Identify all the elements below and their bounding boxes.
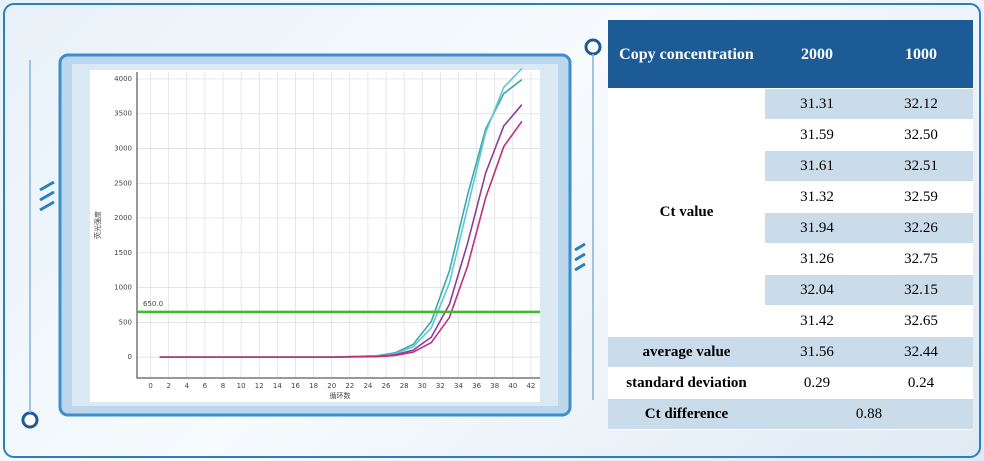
table-row: Ct value 31.31 32.12 [608, 88, 973, 337]
x-tick-label: 10 [237, 382, 246, 390]
table-cell: 32.75 [869, 243, 973, 275]
chart-background [90, 70, 540, 402]
x-tick-label: 36 [472, 382, 481, 390]
table-cell: standard deviation [608, 367, 765, 399]
table-row: average value 31.56 32.44 [608, 336, 973, 368]
x-tick-label: 14 [273, 382, 282, 390]
table-cell: 32.59 [869, 181, 973, 213]
y-tick-label: 3000 [114, 145, 132, 153]
table-cell: 31.31 [765, 88, 869, 120]
x-tick-label: 2 [166, 382, 170, 390]
x-tick-label: 20 [327, 382, 336, 390]
table-row: 31.59 32.50 [608, 119, 973, 151]
outer-frame [3, 3, 981, 458]
axes [136, 72, 540, 379]
table-row: 32.04 32.15 [608, 274, 973, 306]
table-cell: 0.29 [765, 367, 869, 399]
table-row: 31.26 32.75 [608, 243, 973, 275]
table-cell: 32.65 [869, 305, 973, 337]
x-tick-label: 22 [345, 382, 354, 390]
y-tick-label: 1500 [114, 249, 132, 257]
x-tick-label: 12 [255, 382, 264, 390]
table-cell: 31.59 [765, 119, 869, 151]
table-cell: Ct value [608, 88, 765, 337]
table-cell: 31.26 [765, 243, 869, 275]
deco-stripes [39, 180, 586, 272]
header-cell: 2000 [765, 20, 869, 89]
table-cell: 32.15 [869, 274, 973, 306]
header-cell: Copy concentration [608, 20, 765, 89]
table-cell: 32.26 [869, 212, 973, 244]
y-tick-label: 2500 [114, 179, 132, 187]
table-cell: 0.24 [869, 367, 973, 399]
x-tick-label: 42 [526, 382, 535, 390]
x-tick-label: 30 [418, 382, 427, 390]
y-tick-label: 1000 [114, 284, 132, 292]
header-cell: 1000 [869, 20, 973, 89]
table-cell: 32.50 [869, 119, 973, 151]
y-axis-label: 荧光强度 [93, 211, 102, 239]
x-tick-label: 40 [508, 382, 517, 390]
x-tick-label: 38 [490, 382, 499, 390]
x-tick-label: 4 [185, 382, 190, 390]
x-tick-label: 32 [436, 382, 445, 390]
table-cell: Ct difference [608, 398, 765, 430]
y-tick-label: 3500 [114, 110, 132, 118]
table-row: 31.61 32.51 [608, 150, 973, 182]
table-cell: 31.94 [765, 212, 869, 244]
table-cell: 32.44 [869, 336, 973, 368]
ct-table: Copy concentration 2000 1000 Ct value 31.31… [608, 20, 973, 430]
x-tick-label: 34 [454, 382, 463, 390]
table-row: 31.42 32.65 [608, 305, 973, 337]
table-row: standard deviation 0.29 0.24 [608, 367, 973, 399]
x-tick-label: 28 [400, 382, 409, 390]
table-cell: average value [608, 336, 765, 368]
table-cell: 32.51 [869, 150, 973, 182]
x-tick-label: 6 [203, 382, 208, 390]
table-cell: 32.04 [765, 274, 869, 306]
threshold-label: 650.0 [143, 300, 163, 308]
x-tick-label: 24 [363, 382, 372, 390]
deco-line [29, 54, 594, 413]
x-tick-label: 8 [221, 382, 225, 390]
table-cell: 32.12 [869, 88, 973, 120]
table-cell: 31.61 [765, 150, 869, 182]
table-row: 31.94 32.26 [608, 212, 973, 244]
table-cell: 31.32 [765, 181, 869, 213]
table-cell: 31.56 [765, 336, 869, 368]
table-row: Ct difference 0.88 [608, 398, 973, 430]
x-tick-label: 16 [291, 382, 300, 390]
y-tick-label: 0 [128, 353, 132, 361]
amplification-curve [159, 120, 523, 358]
table-cell: 31.42 [765, 305, 869, 337]
y-tick-label: 2000 [114, 214, 132, 222]
x-axis-label: 循环数 [330, 391, 351, 400]
x-tick-label: 18 [309, 382, 318, 390]
y-tick-label: 500 [119, 318, 132, 326]
x-tick-label: 26 [382, 382, 391, 390]
table-row: 31.32 32.59 [608, 181, 973, 213]
y-tick-label: 4000 [114, 75, 132, 83]
x-tick-label: 0 [148, 382, 152, 390]
table-cell: 0.88 [765, 398, 973, 430]
